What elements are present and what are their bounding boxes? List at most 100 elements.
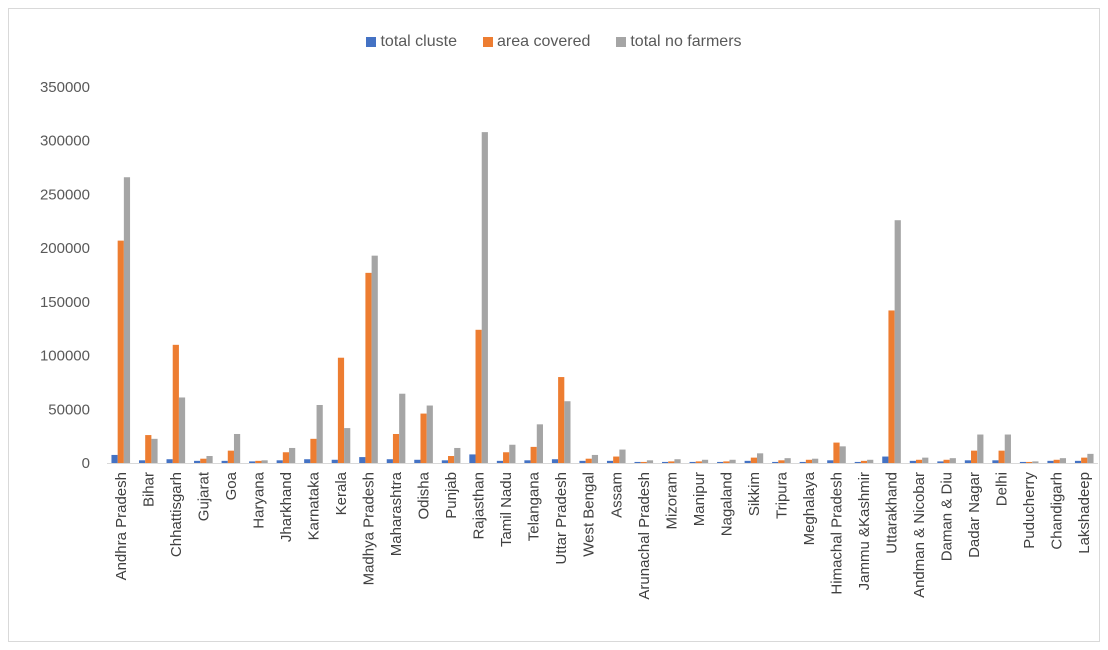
bar <box>894 220 901 463</box>
bar <box>337 357 345 463</box>
bar <box>757 453 764 463</box>
y-tick-label: 350000 <box>40 79 90 96</box>
bar <box>1059 458 1067 463</box>
bar <box>331 459 338 463</box>
x-tick-label: Jammu &Kashmir <box>856 472 873 590</box>
x-tick-label: Uttar Pradesh <box>553 472 570 565</box>
x-tick-label: Mizoram <box>663 472 680 530</box>
bar <box>854 461 861 463</box>
legend-label-area-covered: area covered <box>496 33 591 50</box>
x-tick-label: Meghalaya <box>801 471 818 545</box>
bar <box>1081 457 1088 463</box>
bar <box>233 433 241 463</box>
bar <box>839 446 846 463</box>
bar <box>145 435 152 463</box>
bar <box>695 461 702 463</box>
bar <box>998 450 1005 463</box>
bar <box>805 459 813 463</box>
bar <box>723 461 730 463</box>
y-tick-label: 150000 <box>40 294 90 311</box>
x-tick-label: Madhya Pradesh <box>361 472 378 585</box>
bar <box>606 460 614 463</box>
bar <box>668 461 675 463</box>
bar <box>194 460 201 463</box>
bar <box>909 460 916 463</box>
x-tick-label: Tamil Nadu <box>498 472 515 547</box>
bar <box>558 377 565 463</box>
y-tick-label: 50000 <box>48 401 90 418</box>
bar <box>943 459 950 463</box>
bar <box>1026 461 1033 463</box>
bar <box>344 428 351 463</box>
x-tick-label: Kerala <box>333 471 350 515</box>
bar <box>1074 460 1082 463</box>
x-tick-label: Chhattisgarh <box>168 472 185 557</box>
bar <box>640 461 647 463</box>
bar <box>151 438 158 463</box>
bar <box>591 454 599 463</box>
bar <box>117 240 124 463</box>
bar <box>289 447 296 463</box>
y-tick-label: 0 <box>82 455 90 472</box>
legend-swatch-total-no-farmers <box>616 37 627 47</box>
x-tick-label: Sikkim <box>746 472 763 516</box>
x-tick-label: Himachal Pradesh <box>828 472 845 595</box>
bar <box>689 461 696 463</box>
bar <box>646 460 654 463</box>
x-tick-label: Delhi <box>994 472 1011 506</box>
bar <box>750 457 757 463</box>
bar <box>509 444 516 463</box>
x-tick-label: Karnataka <box>305 471 322 540</box>
bar <box>971 450 978 463</box>
bar <box>399 393 406 463</box>
bar <box>1053 459 1060 463</box>
y-tick-label: 250000 <box>40 186 90 203</box>
y-tick-label: 200000 <box>40 240 90 257</box>
bar <box>365 272 372 463</box>
chart-frame <box>8 8 1100 642</box>
legend-item-total-no-farmers: total no farmers <box>616 33 742 51</box>
x-tick-label: Chandigarh <box>1049 472 1066 550</box>
y-tick-label: 100000 <box>40 348 90 365</box>
legend-item-area-covered: area covered <box>482 33 591 51</box>
bar <box>888 310 895 463</box>
x-tick-label: Rajasthan <box>471 472 488 540</box>
bar <box>662 461 669 463</box>
bar <box>1004 434 1011 463</box>
y-axis: 0 50000 100000 150000 200000 250000 300000 3500… <box>40 79 90 472</box>
bar <box>860 460 868 463</box>
bar <box>392 433 400 463</box>
bar <box>992 460 999 463</box>
bar <box>812 458 819 463</box>
bar <box>475 329 482 463</box>
bar <box>922 457 929 463</box>
bar <box>717 461 724 463</box>
bar <box>420 413 427 463</box>
legend-swatch-total-cluste <box>366 37 377 47</box>
x-tick-label: Odisha <box>416 471 433 519</box>
bar <box>316 404 323 463</box>
bar <box>221 460 228 463</box>
bar <box>206 456 213 463</box>
bar <box>915 459 923 463</box>
x-tick-label: Dadar Nagar <box>966 472 983 558</box>
bar <box>1087 453 1094 463</box>
x-tick-label: Andhra Pradesh <box>113 472 130 580</box>
bar <box>496 460 504 463</box>
bar <box>414 459 421 463</box>
bar <box>949 458 956 463</box>
y-tick-label: 300000 <box>40 133 90 150</box>
x-tick-label: Puducherry <box>1021 472 1038 549</box>
x-tick-label: Assam <box>608 472 625 518</box>
bar <box>1047 460 1054 463</box>
x-tick-label: Nagaland <box>718 472 735 536</box>
bar <box>772 461 779 463</box>
bar <box>729 459 736 463</box>
bar <box>481 132 488 463</box>
bar <box>371 255 378 463</box>
legend-swatch-area-covered <box>482 37 493 47</box>
bar <box>1032 461 1039 463</box>
bar <box>524 460 531 463</box>
bar <box>701 459 709 463</box>
